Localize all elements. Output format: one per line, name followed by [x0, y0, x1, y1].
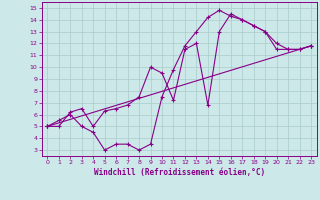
X-axis label: Windchill (Refroidissement éolien,°C): Windchill (Refroidissement éolien,°C)	[94, 168, 265, 177]
